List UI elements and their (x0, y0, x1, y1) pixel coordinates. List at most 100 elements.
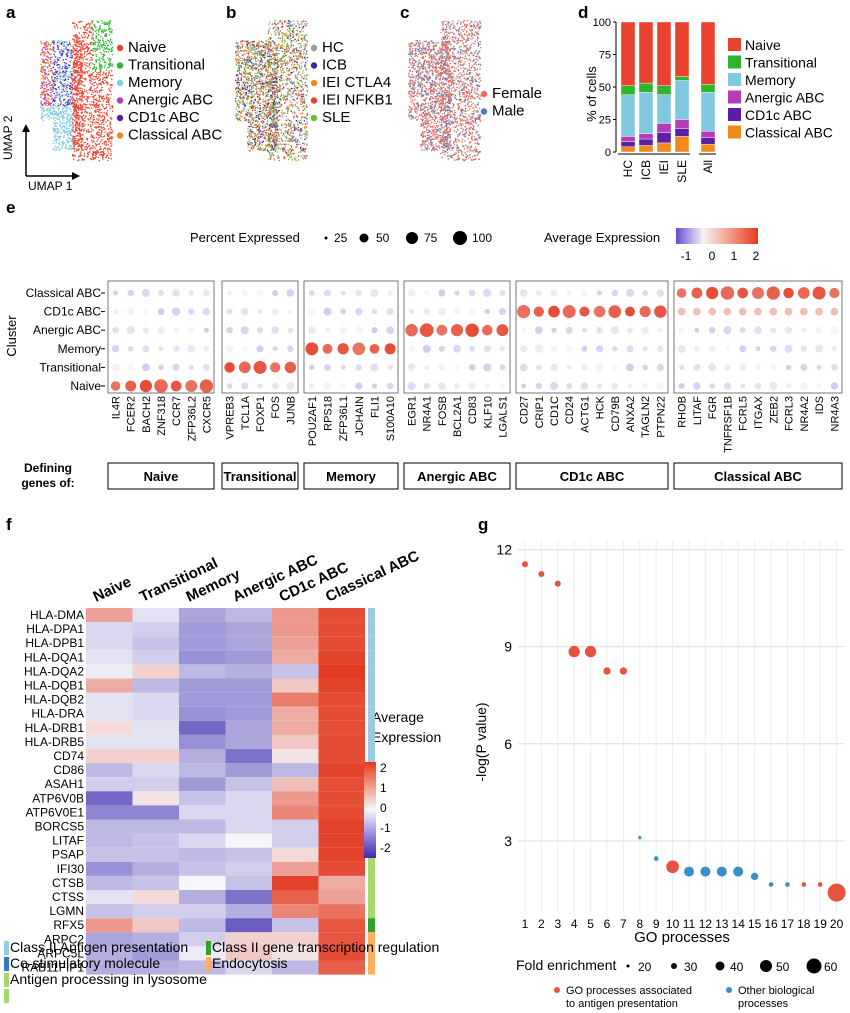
f-row-label: HLA-DRA (31, 707, 84, 721)
legend-a-label: Naive (128, 39, 166, 56)
g-size-label: 30 (684, 960, 698, 974)
e-dot (812, 286, 826, 300)
e-dot (386, 326, 395, 335)
e-dot (409, 309, 415, 315)
f-cell (86, 622, 133, 637)
f-cell (132, 678, 179, 693)
f-row-label: ATP6V0B (32, 791, 84, 805)
g-legend-blue-dot (726, 987, 732, 993)
legend-a-swatch (116, 79, 124, 87)
e-dot (454, 383, 460, 389)
stacked-bar-chart: % of cells 0 25 50 75 100 HC ICB IEI SLE All (584, 17, 716, 183)
f-cell (272, 622, 319, 637)
e-dot (625, 306, 635, 317)
f-row-label: BORCS5 (35, 820, 85, 834)
e-dot (597, 290, 602, 296)
g-x-tick: 15 (748, 917, 762, 931)
e-dot (437, 382, 446, 390)
e-dot (272, 290, 279, 296)
e-dot (535, 326, 543, 334)
f-cell (179, 791, 226, 806)
bar-segment (656, 94, 672, 124)
f-cell (132, 622, 179, 637)
legend-b-swatch (310, 114, 318, 122)
f-cell (179, 805, 226, 820)
g-x-label: GO processes (634, 929, 730, 946)
f-cell (225, 960, 272, 975)
legend-b-swatch (310, 44, 318, 52)
e-dot (454, 364, 460, 370)
bar-segment (700, 84, 716, 93)
f-cell (179, 918, 226, 933)
e-dot (596, 383, 603, 389)
e-dot (484, 383, 490, 389)
f-group-bar (368, 650, 375, 665)
f-cell (86, 650, 133, 665)
e-dot (799, 382, 808, 390)
e-dot (755, 364, 761, 371)
f-cell (132, 819, 179, 834)
f-cell (272, 692, 319, 707)
e-dot (724, 346, 731, 352)
e-dot (371, 327, 378, 334)
e-dot (188, 308, 195, 315)
f-color-tick: 2 (380, 761, 387, 775)
f-cell (318, 763, 365, 778)
e-row-label: Classical ABC (26, 286, 102, 300)
e-dot (386, 382, 394, 390)
e-dot (253, 360, 267, 374)
f-cell (86, 608, 133, 623)
d-tick-label: 0 (605, 147, 611, 159)
e-gene-label: CD83 (467, 396, 479, 424)
f-cell (225, 875, 272, 890)
e-gene-label: FOXP1 (255, 396, 267, 432)
e-dot (224, 362, 235, 373)
e-dot (271, 308, 279, 316)
bar-segment (674, 21, 690, 77)
e-dot (708, 307, 717, 316)
bar-segment (620, 21, 636, 86)
f-row-label: RFX5 (53, 918, 84, 932)
f-cell (272, 678, 319, 693)
e-dot (679, 364, 685, 370)
e-dot (438, 289, 446, 297)
f-cell (179, 622, 226, 637)
e-dot (172, 307, 181, 316)
f-cell (318, 932, 365, 947)
f-cell (132, 720, 179, 735)
f-cell (179, 932, 226, 947)
e-dot (154, 379, 168, 393)
e-dot (737, 287, 749, 299)
e-dot (203, 345, 210, 352)
e-dot (188, 290, 194, 296)
f-cell (86, 918, 133, 933)
f-group-bar (368, 932, 375, 947)
bar-segment (638, 82, 654, 93)
legend-d-swatch (728, 73, 741, 86)
f-cell (132, 805, 179, 820)
e-dot (785, 382, 792, 390)
g-point (554, 580, 561, 587)
e-dot (308, 382, 315, 390)
e-gene-label: FGR (707, 396, 719, 419)
f-cell (318, 720, 365, 735)
f-cell (225, 861, 272, 876)
e-dot (483, 363, 492, 372)
e-dot (407, 289, 416, 297)
e-dot (450, 324, 464, 337)
f-cell (225, 819, 272, 834)
f-color-tick: 0 (380, 801, 387, 815)
e-dot (127, 364, 134, 371)
e-dot (469, 345, 475, 352)
f-cell (225, 904, 272, 919)
bar-segment (700, 91, 716, 132)
e-dot (202, 307, 211, 316)
f-cell (225, 777, 272, 792)
f-cell (179, 890, 226, 905)
f-cell (86, 706, 133, 721)
e-dot (142, 345, 150, 353)
g-x-tick: 9 (653, 917, 660, 931)
g-x-tick: 13 (715, 917, 729, 931)
e-dot (738, 363, 747, 372)
f-cell (318, 608, 365, 623)
